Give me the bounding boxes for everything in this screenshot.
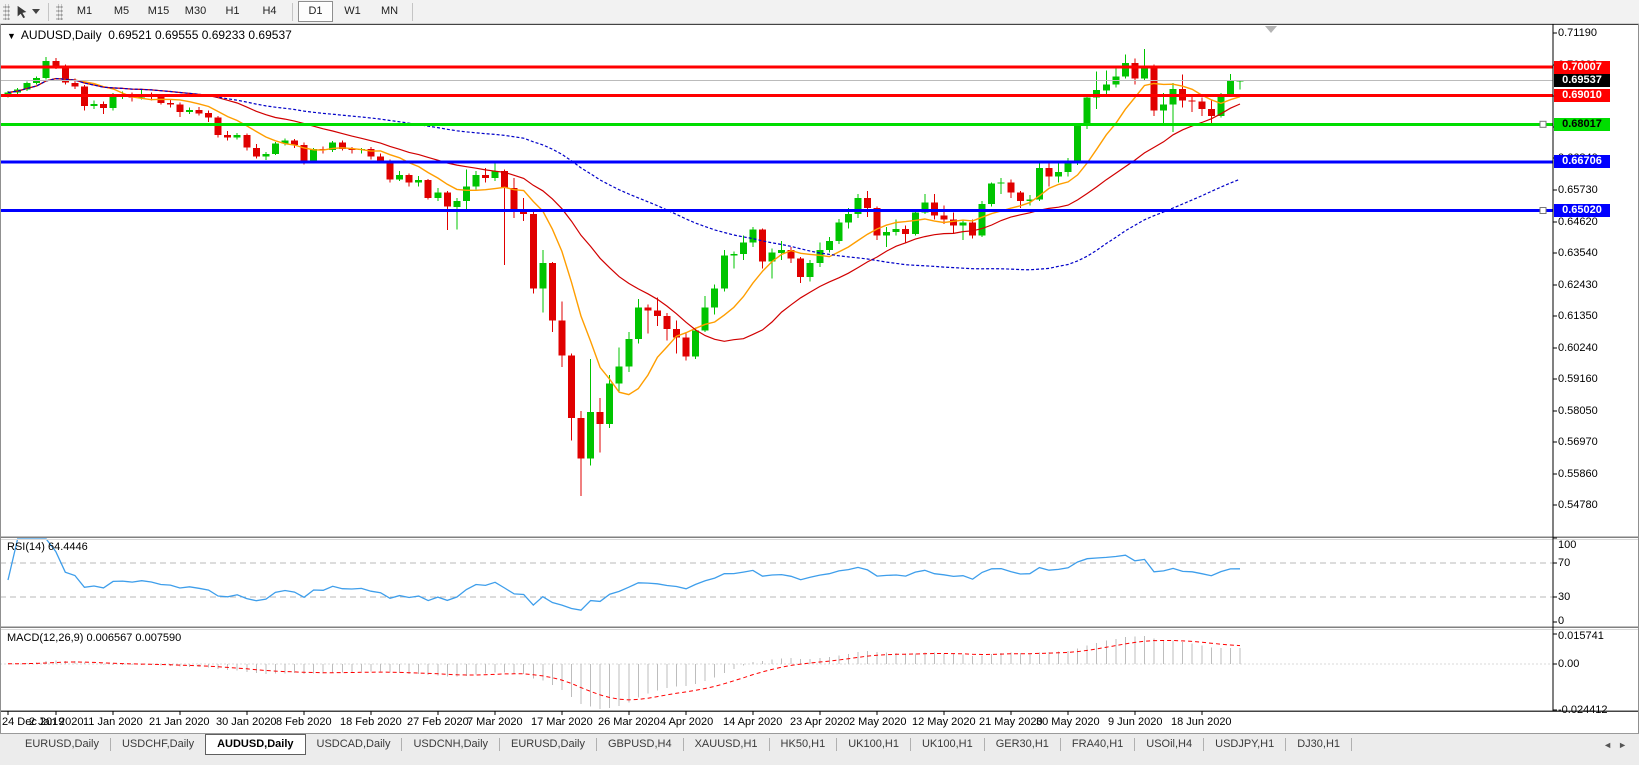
- timeframe-button-m15[interactable]: M15: [147, 5, 170, 17]
- chart-tab-eurusd-daily[interactable]: EURUSD,Daily: [25, 738, 99, 750]
- timeframe-toolbar: M1 M5 M15 M30 H1 H4 D1 W1 MN: [0, 0, 1639, 24]
- tab-scroll-right-icon[interactable]: ►: [1618, 740, 1633, 750]
- tab-separator: [499, 738, 501, 751]
- chart-tab-ger30-h1[interactable]: GER30,H1: [995, 738, 1049, 750]
- chart-tab-usdjpy-h1[interactable]: USDJPY,H1: [1215, 738, 1275, 750]
- chevron-down-icon[interactable]: [32, 9, 40, 14]
- chart-tab-dj30-h1[interactable]: DJ30,H1: [1297, 738, 1341, 750]
- chart-ohlc-values: 0.69521 0.69555 0.69233 0.69537: [108, 28, 292, 42]
- tab-separator: [1351, 738, 1353, 751]
- tab-separator: [682, 738, 684, 751]
- chart-tab-fra40-h1[interactable]: FRA40,H1: [1071, 738, 1124, 750]
- timeframe-button-h4[interactable]: H4: [262, 5, 277, 17]
- timeframe-button-mn[interactable]: MN: [380, 5, 399, 17]
- chart-tab-usdcnh-daily[interactable]: USDCNH,Daily: [413, 738, 489, 750]
- tab-separator: [768, 738, 770, 751]
- tab-separator: [983, 738, 985, 751]
- chart-tab-uk100-h1[interactable]: UK100,H1: [921, 738, 973, 750]
- chart-tab-gbpusd-h4[interactable]: GBPUSD,H4: [608, 738, 672, 750]
- timeframe-button-d1[interactable]: D1: [298, 1, 333, 22]
- toolbar-separator: [412, 2, 413, 21]
- toolbar-grip[interactable]: [3, 3, 10, 20]
- timeframe-button-m30[interactable]: M30: [184, 5, 207, 17]
- chart-tab-bar: EURUSD,Daily USDCHF,Daily AUDUSD,Daily USDC…: [0, 733, 1639, 765]
- chart-tab-xauusd-h1[interactable]: XAUUSD,H1: [694, 738, 758, 750]
- tab-scroll-left-icon[interactable]: ◄: [1603, 740, 1619, 750]
- chart-tab-usoil-h4[interactable]: USOil,H4: [1146, 738, 1193, 750]
- chart-tab-audusd-daily[interactable]: AUDUSD,Daily: [205, 734, 306, 755]
- tab-separator: [596, 738, 597, 751]
- timeframe-button-h1[interactable]: H1: [225, 5, 240, 17]
- cursor-tool-icon[interactable]: [13, 3, 31, 21]
- chart-tab-usdcad-daily[interactable]: USDCAD,Daily: [316, 738, 391, 750]
- tab-separator: [401, 738, 403, 751]
- tab-separator: [1203, 738, 1205, 751]
- chart-tab-hk50-h1[interactable]: HK50,H1: [780, 738, 826, 750]
- tab-scroll-arrows: ◄►: [1603, 740, 1633, 750]
- tab-separator: [1285, 738, 1287, 751]
- timeframe-button-m5[interactable]: M5: [113, 5, 130, 17]
- cursor-arrow-icon: [17, 5, 27, 18]
- toolbar-separator: [292, 2, 293, 21]
- tab-separator: [909, 738, 911, 751]
- chart-shift-marker[interactable]: [1265, 26, 1277, 33]
- hline-handle[interactable]: [1539, 120, 1547, 128]
- toolbar-grip[interactable]: [56, 3, 63, 20]
- tab-separator: [109, 738, 111, 751]
- toolbar-separator: [48, 2, 49, 21]
- chart-tab-eurusd-daily[interactable]: EURUSD,Daily: [511, 738, 585, 750]
- timeframe-button-m1[interactable]: M1: [76, 5, 93, 17]
- rsi-indicator-label: RSI(14) 64.4446: [7, 541, 88, 553]
- chart-symbol-label: AUDUSD,Daily: [20, 28, 102, 42]
- tab-separator: [836, 738, 838, 751]
- chart-tab-uk100-h1[interactable]: UK100,H1: [848, 738, 899, 750]
- macd-indicator-label: MACD(12,26,9) 0.006567 0.007590: [7, 632, 182, 644]
- chart-title: ▼ AUDUSD,Daily 0.69521 0.69555 0.69233 0.…: [7, 28, 292, 42]
- chart-menu-icon[interactable]: ▼: [7, 31, 16, 41]
- hline-handle[interactable]: [1539, 207, 1547, 214]
- chart-tab-usdchf-daily[interactable]: USDCHF,Daily: [121, 738, 195, 750]
- timeframe-button-w1[interactable]: W1: [344, 5, 361, 17]
- tab-separator: [1059, 738, 1061, 751]
- tab-separator: [1134, 738, 1136, 751]
